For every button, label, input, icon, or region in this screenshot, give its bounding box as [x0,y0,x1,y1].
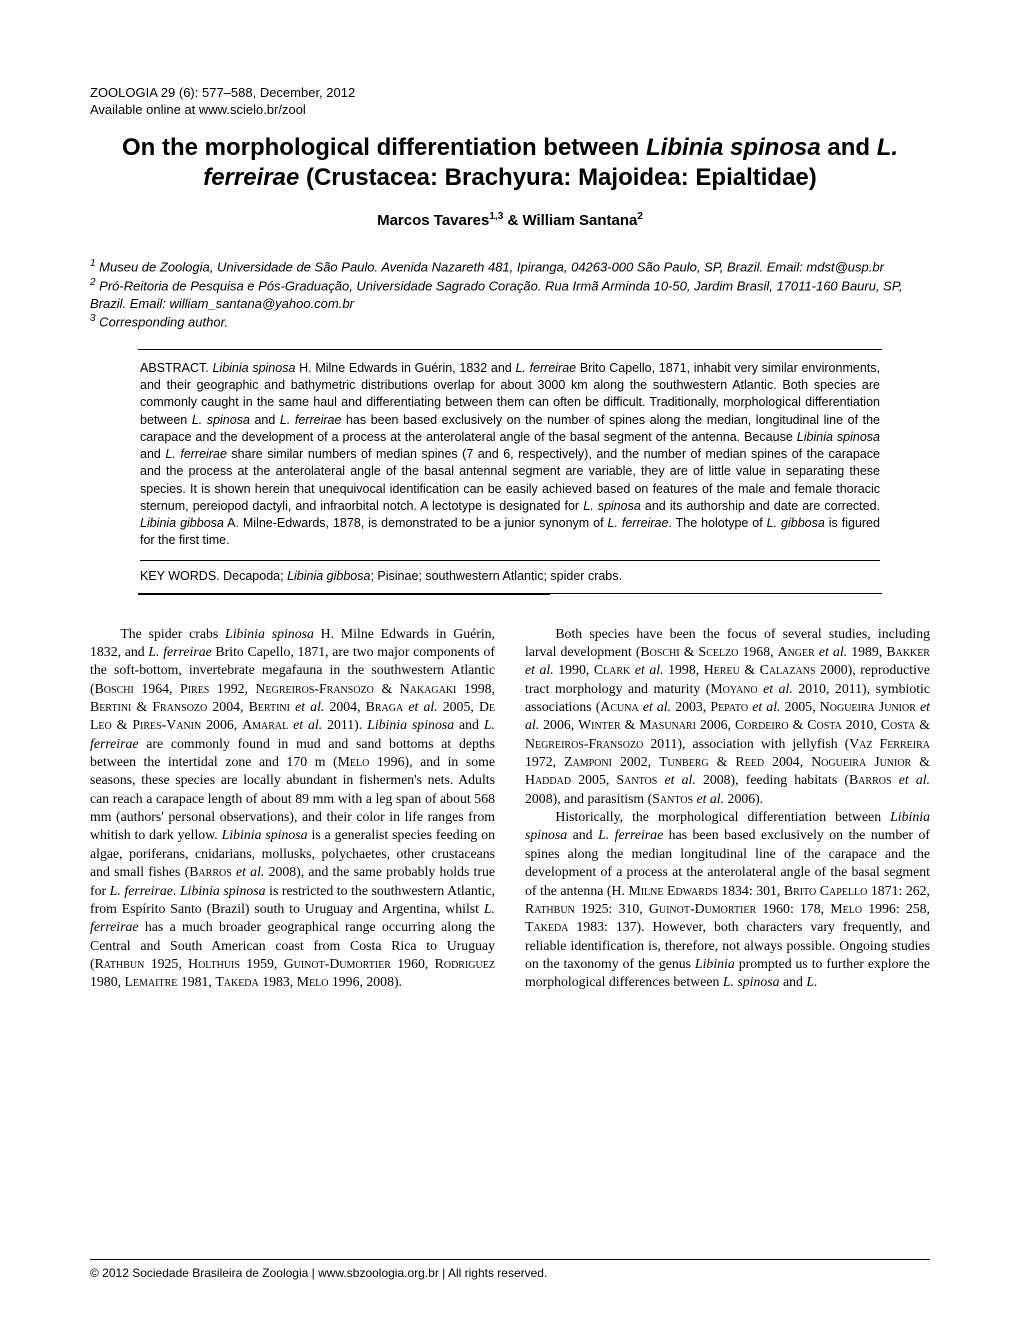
author-sep: & William Santana [503,212,637,229]
article-title: On the morphological differentiation bet… [110,133,910,193]
title-text-mid: and [821,134,877,161]
affiliation-2: 2 Pró-Reitoria de Pesquisa e Pós-Graduaç… [90,276,930,312]
aff2-text: Pró-Reitoria de Pesquisa e Pós-Graduação… [90,278,902,311]
column-left: The spider crabs Libinia spinosa H. Miln… [90,625,495,992]
title-text-pre: On the morphological differentiation bet… [122,134,646,161]
keywords-rule [138,594,550,595]
affiliation-1: 1 Museu de Zoologia, Universidade de São… [90,257,930,276]
title-text-post: (Crustacea: Brachyura: Majoidea: Epialti… [299,164,816,191]
author-1: Marcos Tavares [377,212,489,229]
affiliations: 1 Museu de Zoologia, Universidade de São… [90,257,930,331]
title-species-1: Libinia spinosa [646,134,821,161]
column-right: Both species have been the focus of seve… [525,625,930,992]
abstract: ABSTRACT. Libinia spinosa H. Milne Edwar… [140,360,880,550]
affiliation-3: 3 Corresponding author. [90,312,930,331]
aff1-text: Museu de Zoologia, Universidade de São P… [96,259,884,274]
abstract-body: Libinia spinosa H. Milne Edwards in Guér… [140,361,880,548]
keywords-label: KEY WORDS. [140,569,223,583]
journal-reference: ZOOLOGIA 29 (6): 577–588, December, 2012… [90,85,930,119]
page-footer: © 2012 Sociedade Brasileira de Zoologia … [90,1259,930,1280]
para-2: Both species have been the focus of seve… [525,625,930,808]
author-1-sup: 1,3 [489,211,503,222]
copyright-line: © 2012 Sociedade Brasileira de Zoologia … [90,1266,547,1280]
abstract-label: ABSTRACT. [140,361,212,375]
keywords-body: Decapoda; Libinia gibbosa; Pisinae; sout… [223,569,622,583]
journal-availability: Available online at www.scielo.br/zool [90,102,930,119]
body-columns: The spider crabs Libinia spinosa H. Miln… [90,625,930,992]
para-1: The spider crabs Libinia spinosa H. Miln… [90,625,495,992]
authors-line: Marcos Tavares1,3 & William Santana2 [90,211,930,229]
aff3-text: Corresponding author. [96,314,229,329]
journal-citation: ZOOLOGIA 29 (6): 577–588, December, 2012 [90,85,930,102]
author-2-sup: 2 [637,211,643,222]
abstract-block: ABSTRACT. Libinia spinosa H. Milne Edwar… [138,349,882,594]
keywords: KEY WORDS. Decapoda; Libinia gibbosa; Pi… [140,560,880,583]
para-3: Historically, the morphological differen… [525,808,930,991]
